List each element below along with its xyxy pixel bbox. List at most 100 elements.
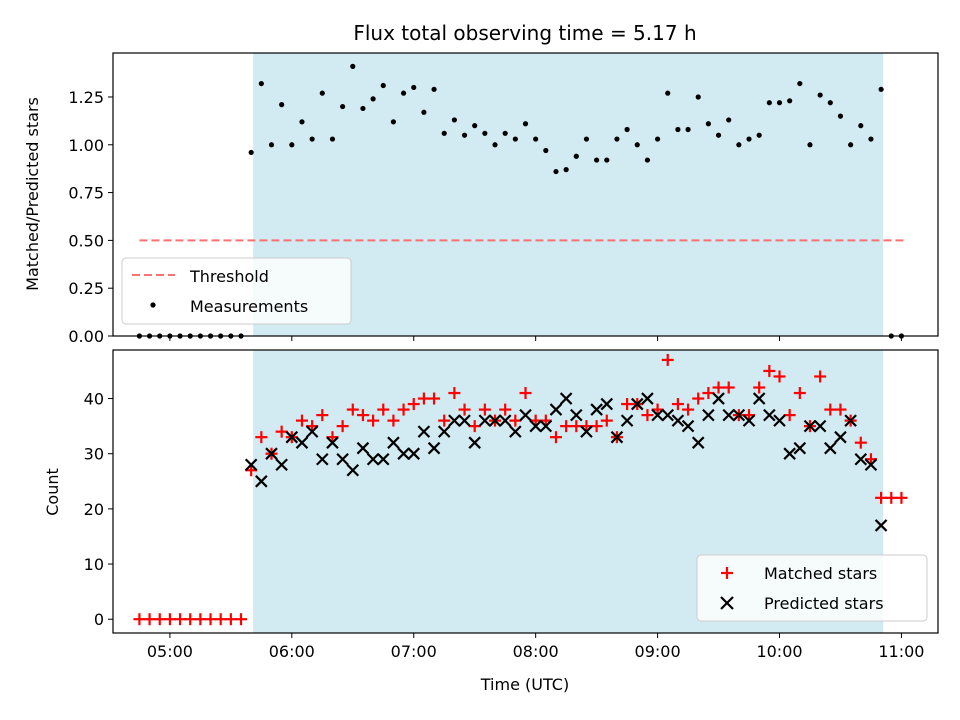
predicted-star-point — [752, 392, 766, 405]
measurement-point — [482, 130, 488, 136]
matched-star-point — [397, 403, 410, 416]
bottom-axes-frame — [112, 349, 939, 634]
predicted-star-point — [651, 408, 664, 422]
measurement-point — [776, 100, 783, 106]
predicted-star-point — [641, 392, 654, 405]
predicted-star-point — [509, 425, 522, 438]
matched-star-point — [387, 414, 400, 427]
x-axis-label: Time (UTC) — [480, 675, 569, 694]
x-tick-label: 11:00 — [878, 642, 924, 661]
matched-star-point — [174, 613, 187, 626]
measurement-point — [787, 98, 793, 104]
predicted-star-point — [763, 408, 776, 422]
measurement-point — [451, 117, 457, 123]
measurement-point — [715, 132, 722, 138]
star-count-panel: 0 10 20 30 40 05:00 06:00 07:00 08:00 09:00 10:00… — [43, 349, 939, 694]
matched-star-point — [143, 613, 156, 626]
matched-star-point — [682, 403, 695, 416]
x-tick-label: 05:00 — [147, 642, 193, 661]
predicted-star-point — [803, 419, 817, 433]
measurement-point — [675, 126, 681, 133]
matched-star-point — [834, 403, 847, 416]
predicted-star-point — [671, 414, 685, 427]
measurement-point — [299, 119, 305, 125]
measurement-point — [431, 86, 437, 92]
predicted-star-point — [661, 408, 675, 422]
measurement-point — [695, 94, 701, 100]
matched-star-point — [570, 420, 583, 433]
predicted-star-point — [488, 414, 502, 427]
matched-star-point — [519, 387, 532, 400]
predicted-star-point — [275, 458, 288, 472]
bottom-y-tick-label: 30 — [84, 445, 104, 464]
measurement-point — [492, 142, 498, 148]
matched-star-point — [895, 491, 908, 504]
matched-star-point — [407, 398, 420, 411]
top-y-tick-label: 0.25 — [68, 279, 104, 298]
measurement-point — [350, 63, 356, 69]
measurement-point — [370, 96, 376, 102]
matched-star-point — [428, 392, 441, 405]
predicted-star-point — [407, 447, 421, 460]
matched-star-point — [255, 431, 268, 444]
predicted-star-point — [519, 408, 532, 422]
predicted-star-point — [580, 425, 593, 438]
measurement-point — [766, 100, 772, 106]
predicted-star-point — [549, 403, 563, 416]
measurement-point — [878, 86, 884, 92]
matched-star-point — [438, 414, 451, 427]
measurement-point — [533, 136, 539, 142]
predicted-star-point — [681, 419, 695, 433]
predicted-star-point — [539, 419, 553, 433]
measurement-point — [360, 105, 366, 112]
predicted-star-point — [356, 441, 370, 455]
measurement-point — [380, 82, 386, 89]
matched-star-point — [854, 436, 867, 449]
matched-star-point — [458, 403, 471, 416]
matched-star-point — [783, 409, 796, 422]
x-tick-label: 07:00 — [391, 642, 437, 661]
bottom-y-tick-label: 40 — [84, 390, 104, 409]
predicted-star-point — [590, 403, 603, 416]
predicted-star-point — [458, 414, 471, 427]
legend-threshold-label: Threshold — [189, 267, 269, 286]
measurement-point — [390, 119, 397, 125]
matched-star-point — [499, 403, 512, 416]
predicted-star-point — [834, 430, 847, 444]
measurement-point — [685, 126, 691, 133]
measurement-point — [553, 168, 559, 175]
predicted-star-point — [346, 463, 360, 477]
predicted-star-point — [316, 452, 329, 466]
predicted-star-point — [366, 452, 380, 466]
measurement-point — [858, 123, 864, 129]
measurement-point — [736, 142, 742, 148]
bottom-y-tick-label: 20 — [84, 500, 104, 519]
predicted-star-point — [844, 414, 857, 427]
predicted-star-point — [600, 397, 614, 411]
measurement-point — [421, 109, 427, 115]
measurement-point — [746, 136, 752, 142]
predicted-star-point — [295, 436, 309, 449]
top-y-tick-label: 0.50 — [68, 231, 104, 250]
predicted-star-point — [498, 414, 512, 427]
predicted-star-point — [336, 452, 349, 466]
measurement-point — [248, 149, 254, 156]
matched-star-point — [295, 414, 308, 427]
top-y-tick-label: 0.00 — [68, 327, 104, 346]
matched-star-point — [621, 398, 634, 411]
bottom-legend: Matched stars Predicted stars — [696, 554, 928, 622]
predicted-star-point — [712, 392, 725, 405]
predicted-star-point — [255, 475, 268, 488]
predicted-star-point — [427, 441, 441, 455]
measurement-point — [441, 130, 447, 136]
bottom-y-axis-label: Count — [43, 468, 62, 516]
top-y-axis-label: Matched/Predicted stars — [23, 97, 42, 291]
top-axes-frame — [112, 52, 939, 337]
measurement-point — [502, 130, 508, 136]
matched-star-point — [875, 491, 888, 504]
flux-ratio-panel: Flux total observing time = 5.17 h 0.00 0… — [23, 21, 939, 346]
matched-star-point — [773, 370, 786, 383]
measurement-point — [289, 142, 295, 148]
matched-star-point — [367, 414, 380, 427]
predicted-star-point — [397, 447, 410, 460]
